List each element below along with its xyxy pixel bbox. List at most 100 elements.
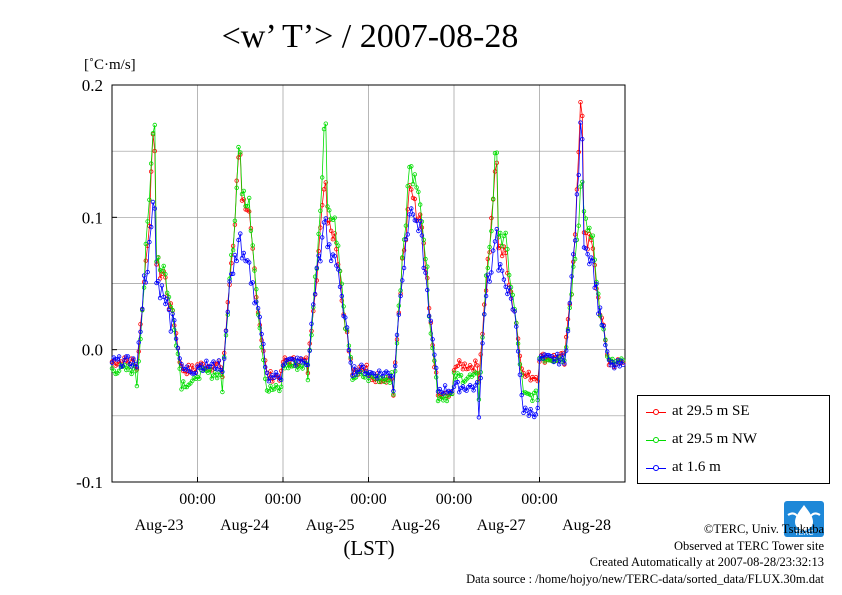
data-point — [580, 179, 585, 185]
data-point — [254, 299, 259, 304]
data-point — [311, 302, 316, 307]
data-point — [414, 185, 419, 190]
series-layer — [109, 99, 626, 420]
data-point — [387, 380, 393, 385]
data-point — [475, 380, 480, 385]
legend: at 29.5 m SE at 29.5 m NW at 1.6 m — [637, 395, 830, 484]
data-point — [211, 359, 216, 364]
data-point — [344, 325, 350, 330]
data-point — [571, 264, 576, 269]
data-point — [569, 292, 574, 297]
data-point — [304, 362, 309, 368]
data-point — [225, 300, 230, 305]
data-point — [512, 309, 517, 314]
data-point — [214, 375, 220, 381]
data-point — [223, 328, 229, 334]
data-point — [571, 252, 576, 257]
data-point — [501, 233, 507, 239]
data-point — [154, 259, 159, 264]
data-point — [612, 366, 617, 371]
series-2 — [109, 120, 626, 420]
data-point — [257, 314, 262, 320]
data-point — [462, 361, 467, 366]
date-label: Aug-23 — [135, 517, 184, 534]
data-point — [409, 206, 414, 211]
data-point — [172, 327, 177, 333]
data-point — [216, 358, 222, 363]
data-point — [232, 252, 238, 258]
data-point — [314, 265, 319, 270]
data-point — [425, 287, 430, 293]
data-point — [336, 267, 341, 272]
data-point — [261, 357, 266, 363]
data-point — [305, 362, 311, 368]
data-point — [418, 212, 423, 217]
data-point — [236, 144, 241, 150]
data-point — [312, 291, 318, 297]
data-point — [198, 362, 204, 367]
data-point — [597, 305, 603, 310]
data-point — [179, 362, 184, 367]
data-point — [164, 296, 170, 301]
data-point — [576, 172, 581, 178]
data-point — [567, 300, 572, 306]
data-point — [401, 265, 407, 271]
data-point — [401, 248, 407, 253]
data-point — [489, 270, 494, 275]
data-point — [526, 413, 531, 418]
data-point — [478, 375, 483, 381]
data-point — [277, 388, 282, 394]
data-point — [499, 253, 505, 259]
data-point — [455, 379, 460, 385]
data-point — [252, 268, 257, 273]
data-point — [505, 291, 510, 297]
data-point — [263, 376, 268, 381]
data-point — [451, 368, 457, 373]
data-point — [430, 337, 435, 342]
data-point — [587, 261, 592, 267]
data-point — [605, 349, 610, 354]
data-point — [120, 363, 125, 369]
data-point — [205, 364, 211, 370]
data-point — [129, 364, 134, 369]
data-point — [489, 228, 494, 234]
data-point — [141, 273, 147, 278]
data-point — [610, 359, 615, 365]
data-point — [590, 233, 596, 238]
data-point — [505, 246, 510, 252]
data-point — [250, 243, 255, 248]
legend-marker-se — [653, 409, 659, 415]
data-point — [246, 209, 252, 214]
data-point — [432, 358, 437, 363]
legend-label-low: at 1.6 m — [672, 459, 721, 475]
data-point — [307, 348, 312, 353]
data-point — [608, 363, 613, 368]
data-point — [279, 377, 284, 382]
data-point — [460, 384, 466, 389]
data-point — [596, 311, 601, 316]
y-unit-label: [˚C·m/s] — [84, 57, 136, 73]
x-tick-label: 00:00 — [265, 491, 301, 508]
data-point — [337, 284, 343, 289]
data-point — [273, 370, 279, 375]
data-point — [131, 356, 136, 361]
data-point — [236, 237, 241, 243]
data-point — [321, 126, 327, 132]
data-point — [418, 218, 423, 224]
data-point — [250, 280, 255, 285]
data-point — [430, 345, 435, 351]
data-point — [375, 376, 380, 381]
data-point — [396, 312, 401, 317]
data-point — [327, 242, 332, 247]
data-point — [519, 392, 524, 398]
data-point — [166, 307, 172, 313]
data-point — [143, 258, 148, 263]
data-point — [476, 397, 482, 402]
data-point — [613, 362, 619, 367]
data-point — [517, 372, 523, 377]
data-point — [487, 244, 492, 250]
legend-label-se: at 29.5 m SE — [672, 403, 750, 419]
data-point — [560, 352, 565, 357]
data-point — [181, 379, 186, 384]
data-point — [328, 258, 334, 264]
